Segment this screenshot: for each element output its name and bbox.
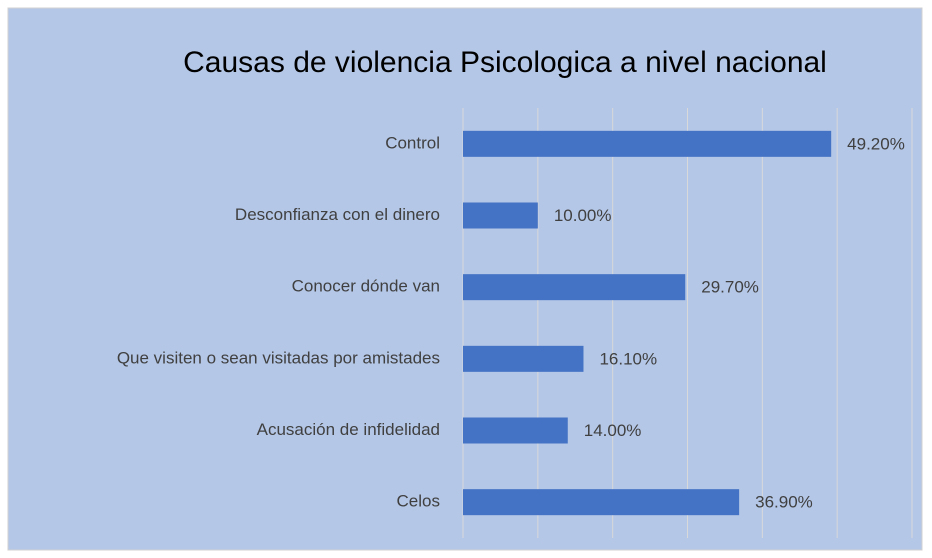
data-label: 16.10%: [599, 349, 657, 368]
bar: [463, 417, 568, 444]
data-label: 49.20%: [847, 134, 905, 153]
bar: [463, 489, 740, 516]
data-label: 10.00%: [554, 206, 612, 225]
chart-title: Causas de violencia Psicologica a nivel …: [183, 46, 827, 79]
data-label: 36.90%: [755, 493, 813, 512]
y-tick-label: Conocer dónde van: [292, 277, 440, 296]
bar: [463, 202, 538, 229]
y-tick-label: Celos: [397, 492, 440, 511]
y-tick-label: Desconfianza con el dinero: [235, 205, 440, 224]
data-label: 29.70%: [701, 278, 759, 297]
y-tick-label: Que visiten o sean visitadas por amistad…: [117, 348, 440, 367]
y-tick-label: Control: [385, 133, 440, 152]
data-label: 14.00%: [584, 421, 642, 440]
bar: [463, 345, 584, 372]
bar: [463, 274, 686, 301]
y-tick-label: Acusación de infidelidad: [257, 420, 440, 439]
bar: [463, 130, 832, 157]
